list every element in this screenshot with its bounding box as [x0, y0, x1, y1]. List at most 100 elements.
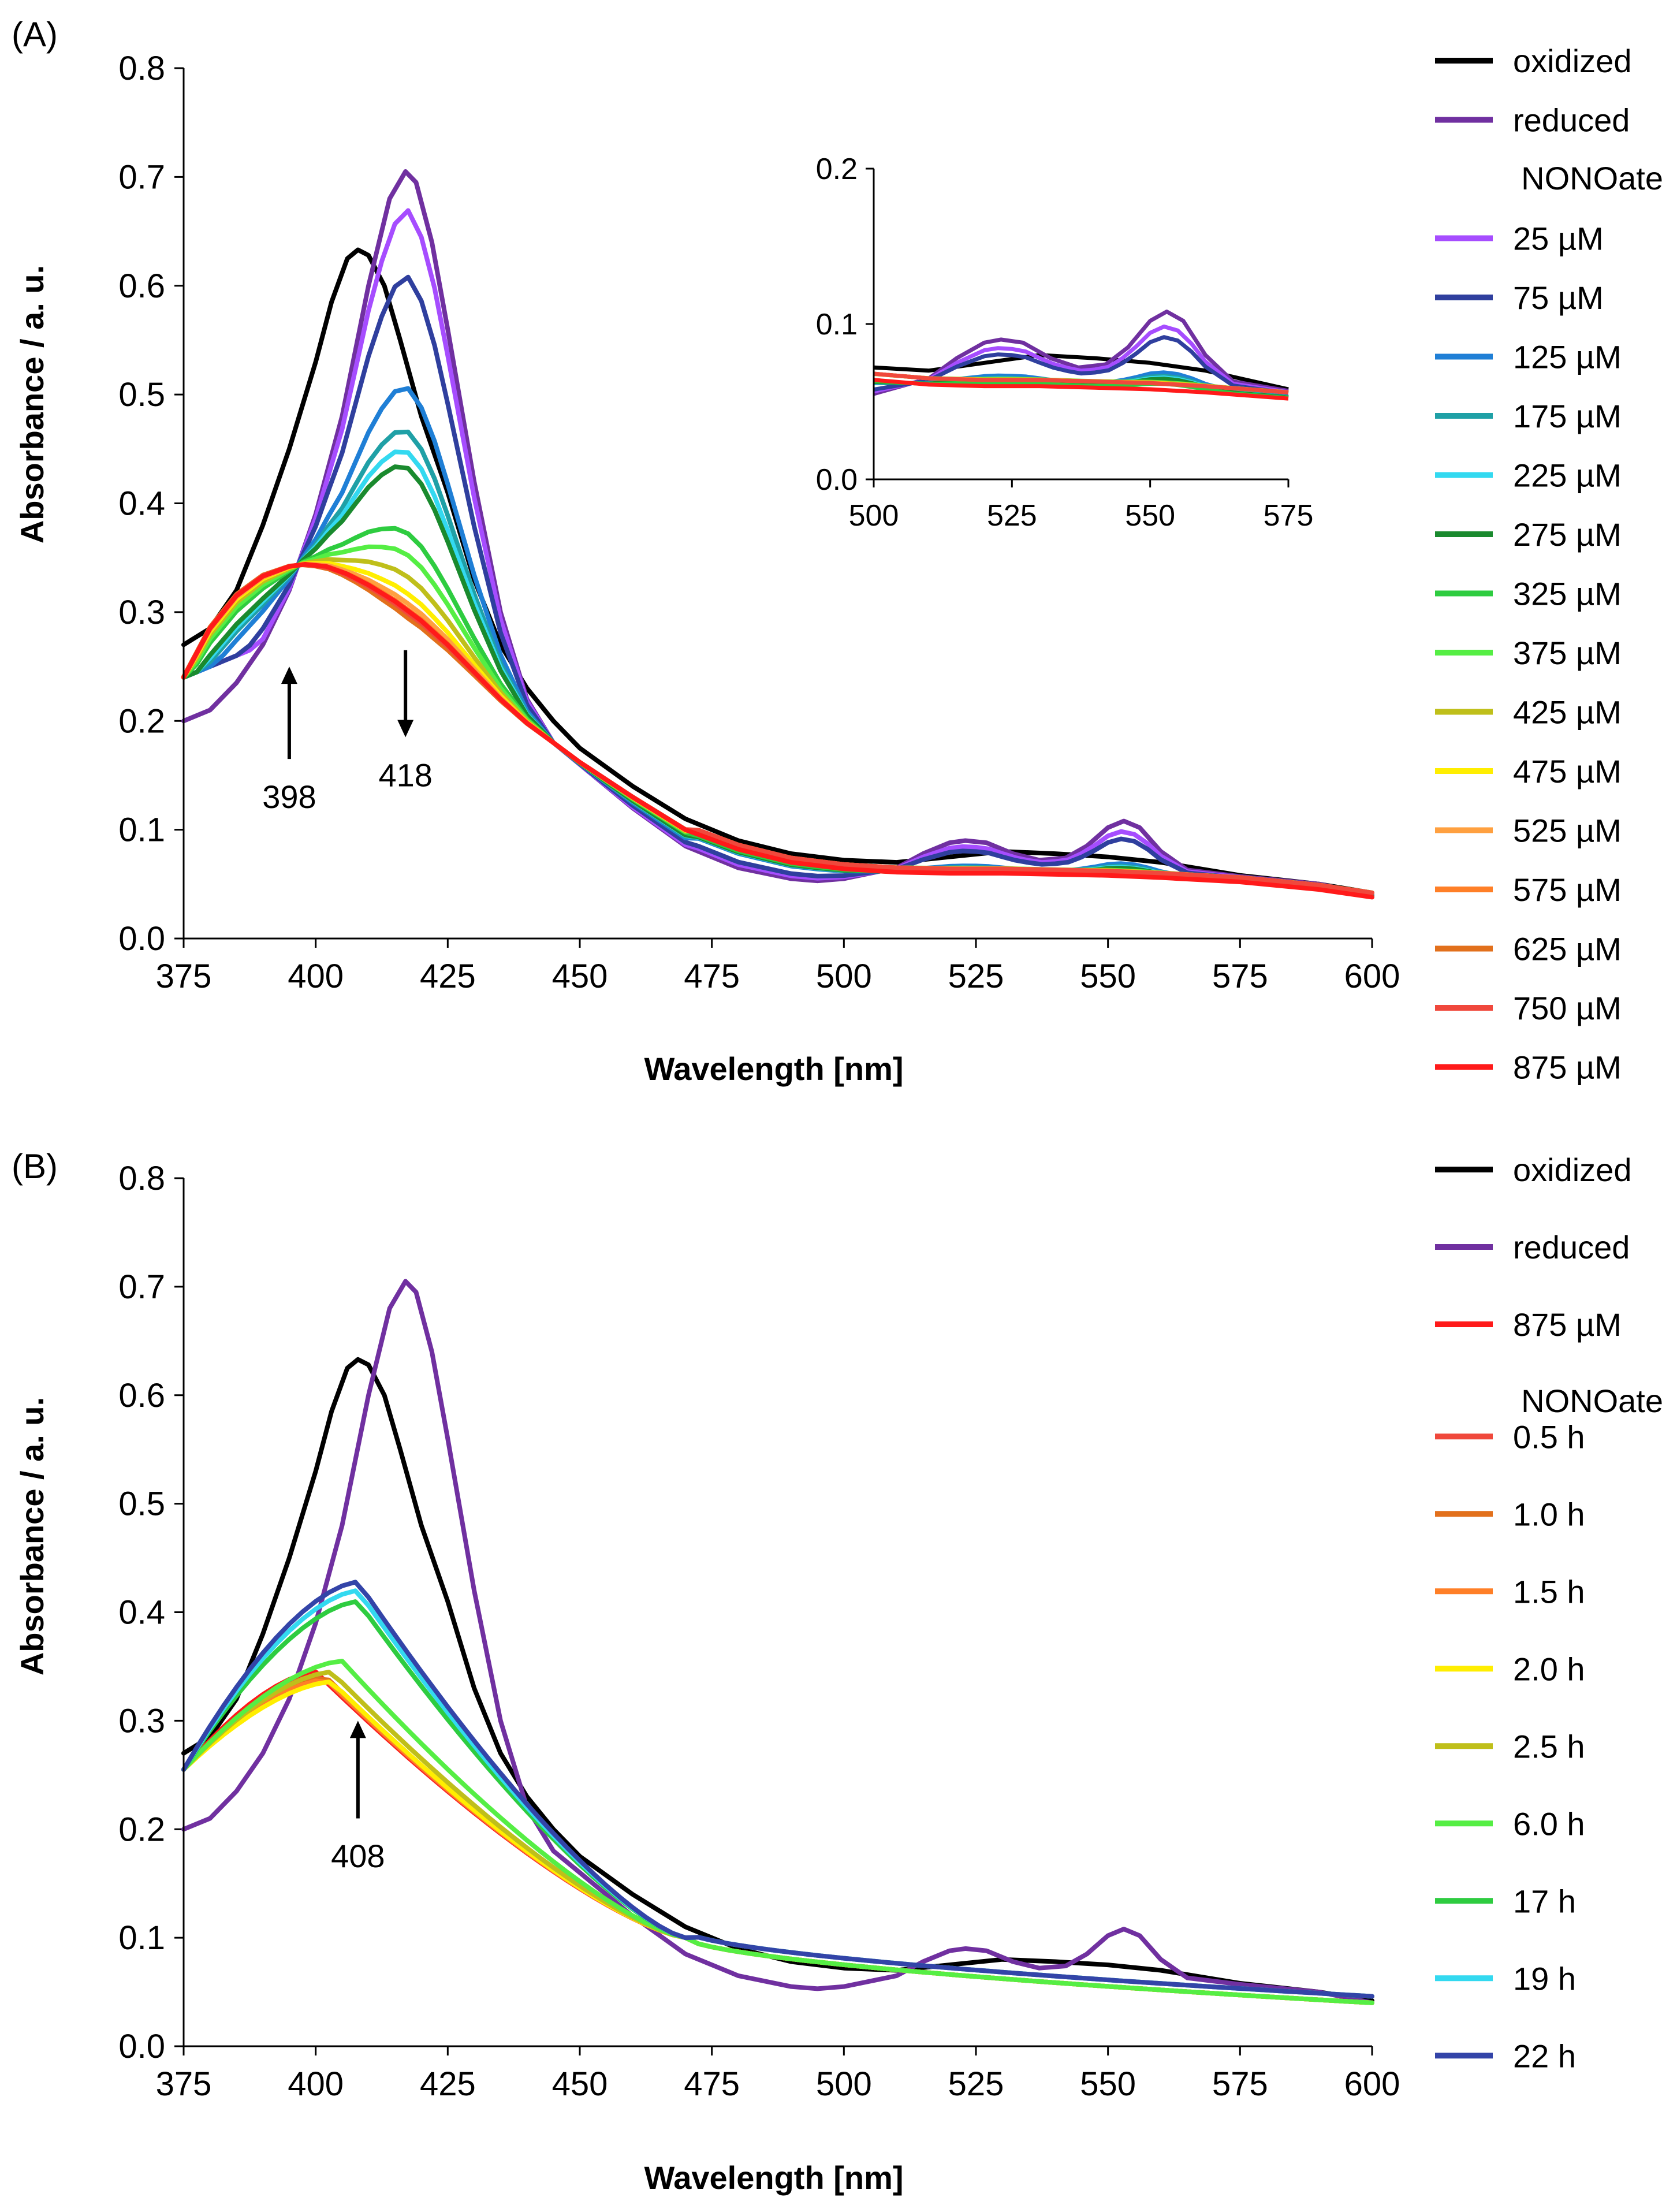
x-tick-label: 525 — [948, 2065, 1004, 2103]
legend-label-6-0-h: 6.0 h — [1513, 1805, 1585, 1842]
x-tick-label: 525 — [948, 958, 1004, 995]
legend-label-oxidized: oxidized — [1513, 43, 1631, 79]
inset-y-tick-label: 0.2 — [816, 152, 858, 186]
y-tick-label: 0.5 — [118, 1485, 165, 1523]
x-tick-label: 400 — [288, 958, 344, 995]
legend-label-1-5-h: 1.5 h — [1513, 1573, 1585, 1610]
y-tick-label: 0.2 — [118, 702, 165, 740]
legend-label-475-m: 475 µM — [1513, 753, 1622, 790]
panel-a-tag: (A) — [12, 15, 58, 54]
legend-label-575-m: 575 µM — [1513, 872, 1622, 908]
x-tick-label: 550 — [1080, 958, 1136, 995]
series-line-425-m — [181, 557, 1374, 895]
series-line-reduced — [181, 1279, 1374, 2005]
annotation-label: 408 — [331, 1838, 385, 1874]
y-tick-label: 0.7 — [118, 1268, 165, 1306]
x-tick-label: 425 — [420, 958, 476, 995]
x-tick-label: 500 — [816, 2065, 872, 2103]
series-line-75-m — [181, 274, 1374, 898]
series-line-875-m — [181, 562, 1374, 900]
x-tick-label: 600 — [1344, 2065, 1400, 2103]
x-tick-label: 375 — [156, 2065, 212, 2103]
series-line-375-m — [181, 544, 1374, 895]
y-tick-label: 0.4 — [118, 485, 165, 523]
inset-series-75-m — [873, 335, 1289, 396]
panel-b-xlabel: Wavelength [nm] — [644, 2159, 903, 2196]
panel-a: (A) Absorbance / a. u. Wavelength [nm] 3… — [12, 15, 1663, 1087]
annotation-arrow-head — [349, 1721, 366, 1738]
x-tick-label: 500 — [816, 958, 872, 995]
legend-label-17-h: 17 h — [1513, 1883, 1576, 1919]
legend-label-625-m: 625 µM — [1513, 931, 1622, 967]
legend-heading: NONOate — [1521, 1383, 1663, 1419]
legend-label-22-h: 22 h — [1513, 2038, 1576, 2074]
inset-x-tick-label: 575 — [1264, 499, 1314, 532]
inset-series-reduced — [873, 310, 1289, 396]
series-line-175-m — [181, 429, 1374, 899]
legend-label-425-m: 425 µM — [1513, 694, 1622, 731]
y-tick-label: 0.1 — [118, 1919, 165, 1957]
annotation-arrow-head — [397, 720, 414, 738]
panel-a-xlabel: Wavelength [nm] — [644, 1051, 903, 1087]
legend-label-oxidized: oxidized — [1513, 1152, 1631, 1188]
y-tick-label: 0.6 — [118, 1377, 165, 1414]
annotation-arrow-head — [281, 666, 297, 684]
legend-label-reduced: reduced — [1513, 102, 1630, 139]
series-line-275-m — [181, 464, 1374, 899]
inset-series-25-m — [873, 324, 1289, 394]
y-tick-label: 0.8 — [118, 1160, 165, 1197]
legend-label-225-m: 225 µM — [1513, 457, 1622, 494]
y-tick-label: 0.5 — [118, 376, 165, 414]
inset-x-tick-label: 525 — [987, 499, 1037, 532]
x-tick-label: 375 — [156, 958, 212, 995]
panel-b: (B) Absorbance / a. u. Wavelength [nm] 3… — [12, 1147, 1663, 2196]
annotation-label: 418 — [378, 757, 432, 793]
legend-label-275-m: 275 µM — [1513, 516, 1622, 553]
series-line-oxidized — [181, 1357, 1374, 2004]
series-line-6-0-h — [181, 1659, 1374, 2005]
panel-a-inset: 500 525 550 575 0.0 0.1 0.2 — [816, 152, 1314, 532]
inset-background — [868, 157, 1300, 485]
legend-label-875-m: 875 µM — [1513, 1049, 1622, 1086]
y-tick-label: 0.3 — [118, 594, 165, 631]
x-tick-label: 550 — [1080, 2065, 1136, 2103]
legend-label-750-m: 750 µM — [1513, 990, 1622, 1026]
inset-series-875-m — [873, 378, 1289, 401]
legend-label-0-5-h: 0.5 h — [1513, 1418, 1585, 1455]
x-tick-label: 400 — [288, 2065, 344, 2103]
x-tick-label: 450 — [552, 958, 608, 995]
series-line-22-h — [181, 1580, 1374, 1999]
x-tick-label: 575 — [1212, 958, 1268, 995]
series-line-475-m — [181, 561, 1374, 895]
y-tick-label: 0.4 — [118, 1594, 165, 1632]
inset-x-tick-label: 550 — [1125, 499, 1175, 532]
inset-y-tick-label: 0.1 — [816, 308, 858, 341]
inset-y-tick-label: 0.0 — [816, 463, 858, 497]
legend-label-reduced: reduced — [1513, 1229, 1630, 1265]
series-line-reduced — [181, 169, 1374, 898]
legend-label-125-m: 125 µM — [1513, 339, 1622, 375]
legend-heading: NONOate — [1521, 160, 1663, 196]
legend-label-75-m: 75 µM — [1513, 280, 1604, 316]
x-tick-label: 475 — [684, 2065, 740, 2103]
x-tick-label: 450 — [552, 2065, 608, 2103]
inset-series-750-m — [873, 371, 1289, 394]
x-tick-label: 600 — [1344, 958, 1400, 995]
y-tick-label: 0.6 — [118, 267, 165, 305]
y-tick-label: 0.2 — [118, 1811, 165, 1848]
x-tick-label: 475 — [684, 958, 740, 995]
x-tick-label: 575 — [1212, 2065, 1268, 2103]
series-line-525-m — [181, 562, 1374, 895]
legend-label-1-0-h: 1.0 h — [1513, 1496, 1585, 1532]
inset-x-tick-label: 500 — [849, 499, 899, 532]
series-line-225-m — [181, 449, 1374, 899]
y-tick-label: 0.0 — [118, 2028, 165, 2065]
legend-label-875-m: 875 µM — [1513, 1306, 1622, 1343]
series-line-575-m — [181, 562, 1374, 895]
panel-b-tag: (B) — [12, 1147, 58, 1186]
legend-label-375-m: 375 µM — [1513, 635, 1622, 671]
y-tick-label: 0.0 — [118, 920, 165, 958]
legend-label-525-m: 525 µM — [1513, 813, 1622, 849]
